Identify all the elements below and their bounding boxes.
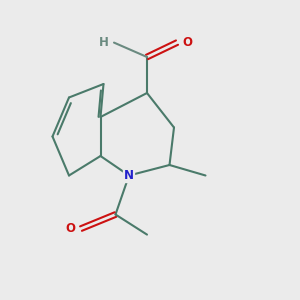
Text: H: H	[99, 36, 109, 49]
Text: N: N	[124, 169, 134, 182]
Text: O: O	[66, 222, 76, 235]
Text: O: O	[182, 36, 192, 49]
